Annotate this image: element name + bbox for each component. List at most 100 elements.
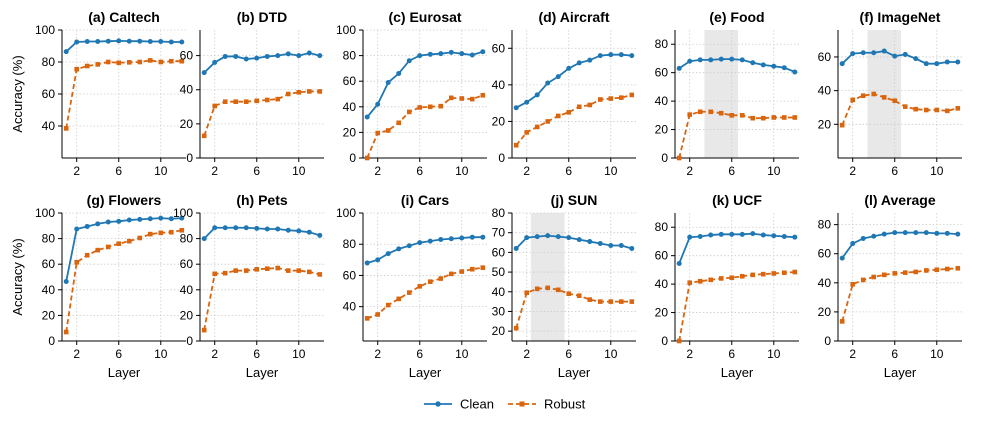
data-point-clean bbox=[264, 53, 270, 59]
data-point-robust bbox=[792, 269, 798, 275]
data-point-clean bbox=[955, 59, 961, 65]
data-point-clean bbox=[576, 60, 582, 66]
data-point-clean bbox=[201, 236, 207, 242]
data-point-robust bbox=[587, 102, 593, 108]
y-tick-label: 20 bbox=[180, 117, 194, 131]
data-point-clean bbox=[923, 61, 929, 67]
y-tick-label: 40 bbox=[818, 276, 832, 290]
x-tick-label: 2 bbox=[73, 164, 80, 178]
panel-title: (a) Caltech bbox=[88, 9, 160, 25]
data-point-clean bbox=[264, 226, 270, 232]
data-point-robust bbox=[137, 59, 143, 65]
data-point-robust bbox=[285, 91, 291, 97]
data-point-clean bbox=[222, 53, 228, 59]
y-tick-label: 100 bbox=[35, 23, 55, 37]
y-tick-label: 0 bbox=[498, 151, 505, 165]
panel-title: (h) Pets bbox=[236, 192, 288, 208]
data-point-clean bbox=[892, 53, 898, 59]
data-point-robust bbox=[708, 109, 714, 115]
data-point-robust bbox=[739, 273, 745, 279]
data-point-robust bbox=[396, 120, 402, 126]
data-point-robust bbox=[427, 104, 433, 110]
y-tick-label: 80 bbox=[818, 218, 832, 232]
y-tick-label: 0 bbox=[661, 151, 668, 165]
data-point-clean bbox=[254, 55, 260, 61]
data-point-robust bbox=[385, 302, 391, 308]
data-point-robust bbox=[923, 107, 929, 113]
data-point-clean bbox=[317, 232, 323, 238]
data-point-robust bbox=[566, 291, 572, 297]
data-point-clean bbox=[95, 221, 101, 227]
data-point-clean bbox=[697, 233, 703, 239]
y-tick-label: 70 bbox=[492, 226, 506, 240]
data-point-robust bbox=[84, 252, 90, 258]
data-point-clean bbox=[168, 39, 174, 45]
y-tick-label: 20 bbox=[492, 324, 506, 338]
data-point-robust bbox=[243, 268, 249, 273]
data-point-clean bbox=[687, 58, 693, 64]
data-point-clean bbox=[524, 235, 530, 241]
data-point-clean bbox=[285, 51, 291, 57]
data-point-robust bbox=[618, 95, 624, 100]
y-tick-label: 20 bbox=[818, 117, 832, 131]
data-point-clean bbox=[771, 233, 777, 239]
data-point-robust bbox=[839, 122, 845, 128]
data-point-robust bbox=[545, 285, 551, 291]
data-point-robust bbox=[406, 109, 412, 115]
data-point-robust bbox=[105, 244, 111, 250]
data-point-clean bbox=[708, 232, 714, 238]
data-point-clean bbox=[587, 57, 593, 63]
data-point-clean bbox=[459, 51, 465, 57]
data-point-clean bbox=[839, 61, 845, 67]
series-line-robust bbox=[203, 90, 320, 137]
data-point-robust bbox=[781, 270, 787, 276]
y-tick-label: 80 bbox=[655, 37, 669, 51]
data-point-clean bbox=[84, 39, 90, 45]
data-point-clean bbox=[944, 230, 950, 236]
y-tick-label: 60 bbox=[343, 74, 357, 88]
data-point-robust bbox=[608, 299, 614, 304]
y-tick-label: 40 bbox=[818, 84, 832, 98]
panel-2: 0 20 40 60 2 6 10 (b) DTD bbox=[180, 9, 324, 178]
data-point-clean bbox=[95, 39, 101, 45]
x-tick-label: 6 bbox=[253, 347, 260, 361]
data-point-clean bbox=[545, 233, 551, 239]
x-tick-label: 6 bbox=[728, 164, 735, 178]
data-point-clean bbox=[375, 257, 381, 263]
data-point-clean bbox=[168, 216, 174, 222]
y-axis-label: Accuracy (%) bbox=[10, 238, 25, 315]
data-point-robust bbox=[934, 267, 940, 273]
data-point-robust bbox=[179, 227, 185, 233]
data-point-robust bbox=[923, 268, 929, 273]
data-point-clean bbox=[480, 234, 486, 240]
data-point-robust bbox=[618, 299, 624, 304]
y-tick-label: 80 bbox=[42, 232, 56, 246]
y-tick-label: 60 bbox=[492, 41, 506, 55]
series-line-clean bbox=[65, 39, 182, 53]
data-point-robust bbox=[902, 104, 908, 109]
y-axis-label: Accuracy (%) bbox=[10, 55, 25, 132]
x-tick-label: 10 bbox=[604, 164, 618, 178]
y-tick-label: 0 bbox=[186, 151, 193, 165]
data-point-robust bbox=[243, 99, 249, 104]
data-point-robust bbox=[137, 235, 143, 241]
data-point-robust bbox=[406, 290, 412, 295]
y-tick-label: 0 bbox=[186, 334, 193, 348]
data-point-clean bbox=[212, 59, 218, 65]
y-tick-label: 100 bbox=[35, 206, 55, 220]
data-point-clean bbox=[469, 234, 475, 240]
data-point-robust bbox=[147, 231, 153, 237]
data-point-clean bbox=[212, 225, 218, 231]
data-point-clean bbox=[364, 260, 370, 266]
y-tick-label: 20 bbox=[655, 123, 669, 137]
data-point-robust bbox=[608, 96, 614, 101]
data-point-robust bbox=[739, 113, 745, 118]
data-point-clean bbox=[545, 80, 551, 86]
data-point-robust bbox=[513, 325, 519, 331]
legend-label-robust: Robust bbox=[544, 397, 586, 412]
data-point-clean bbox=[524, 99, 530, 105]
data-point-clean bbox=[718, 231, 724, 237]
data-point-robust bbox=[95, 247, 101, 253]
legend-label-clean: Clean bbox=[460, 397, 494, 412]
data-point-clean bbox=[608, 242, 614, 248]
